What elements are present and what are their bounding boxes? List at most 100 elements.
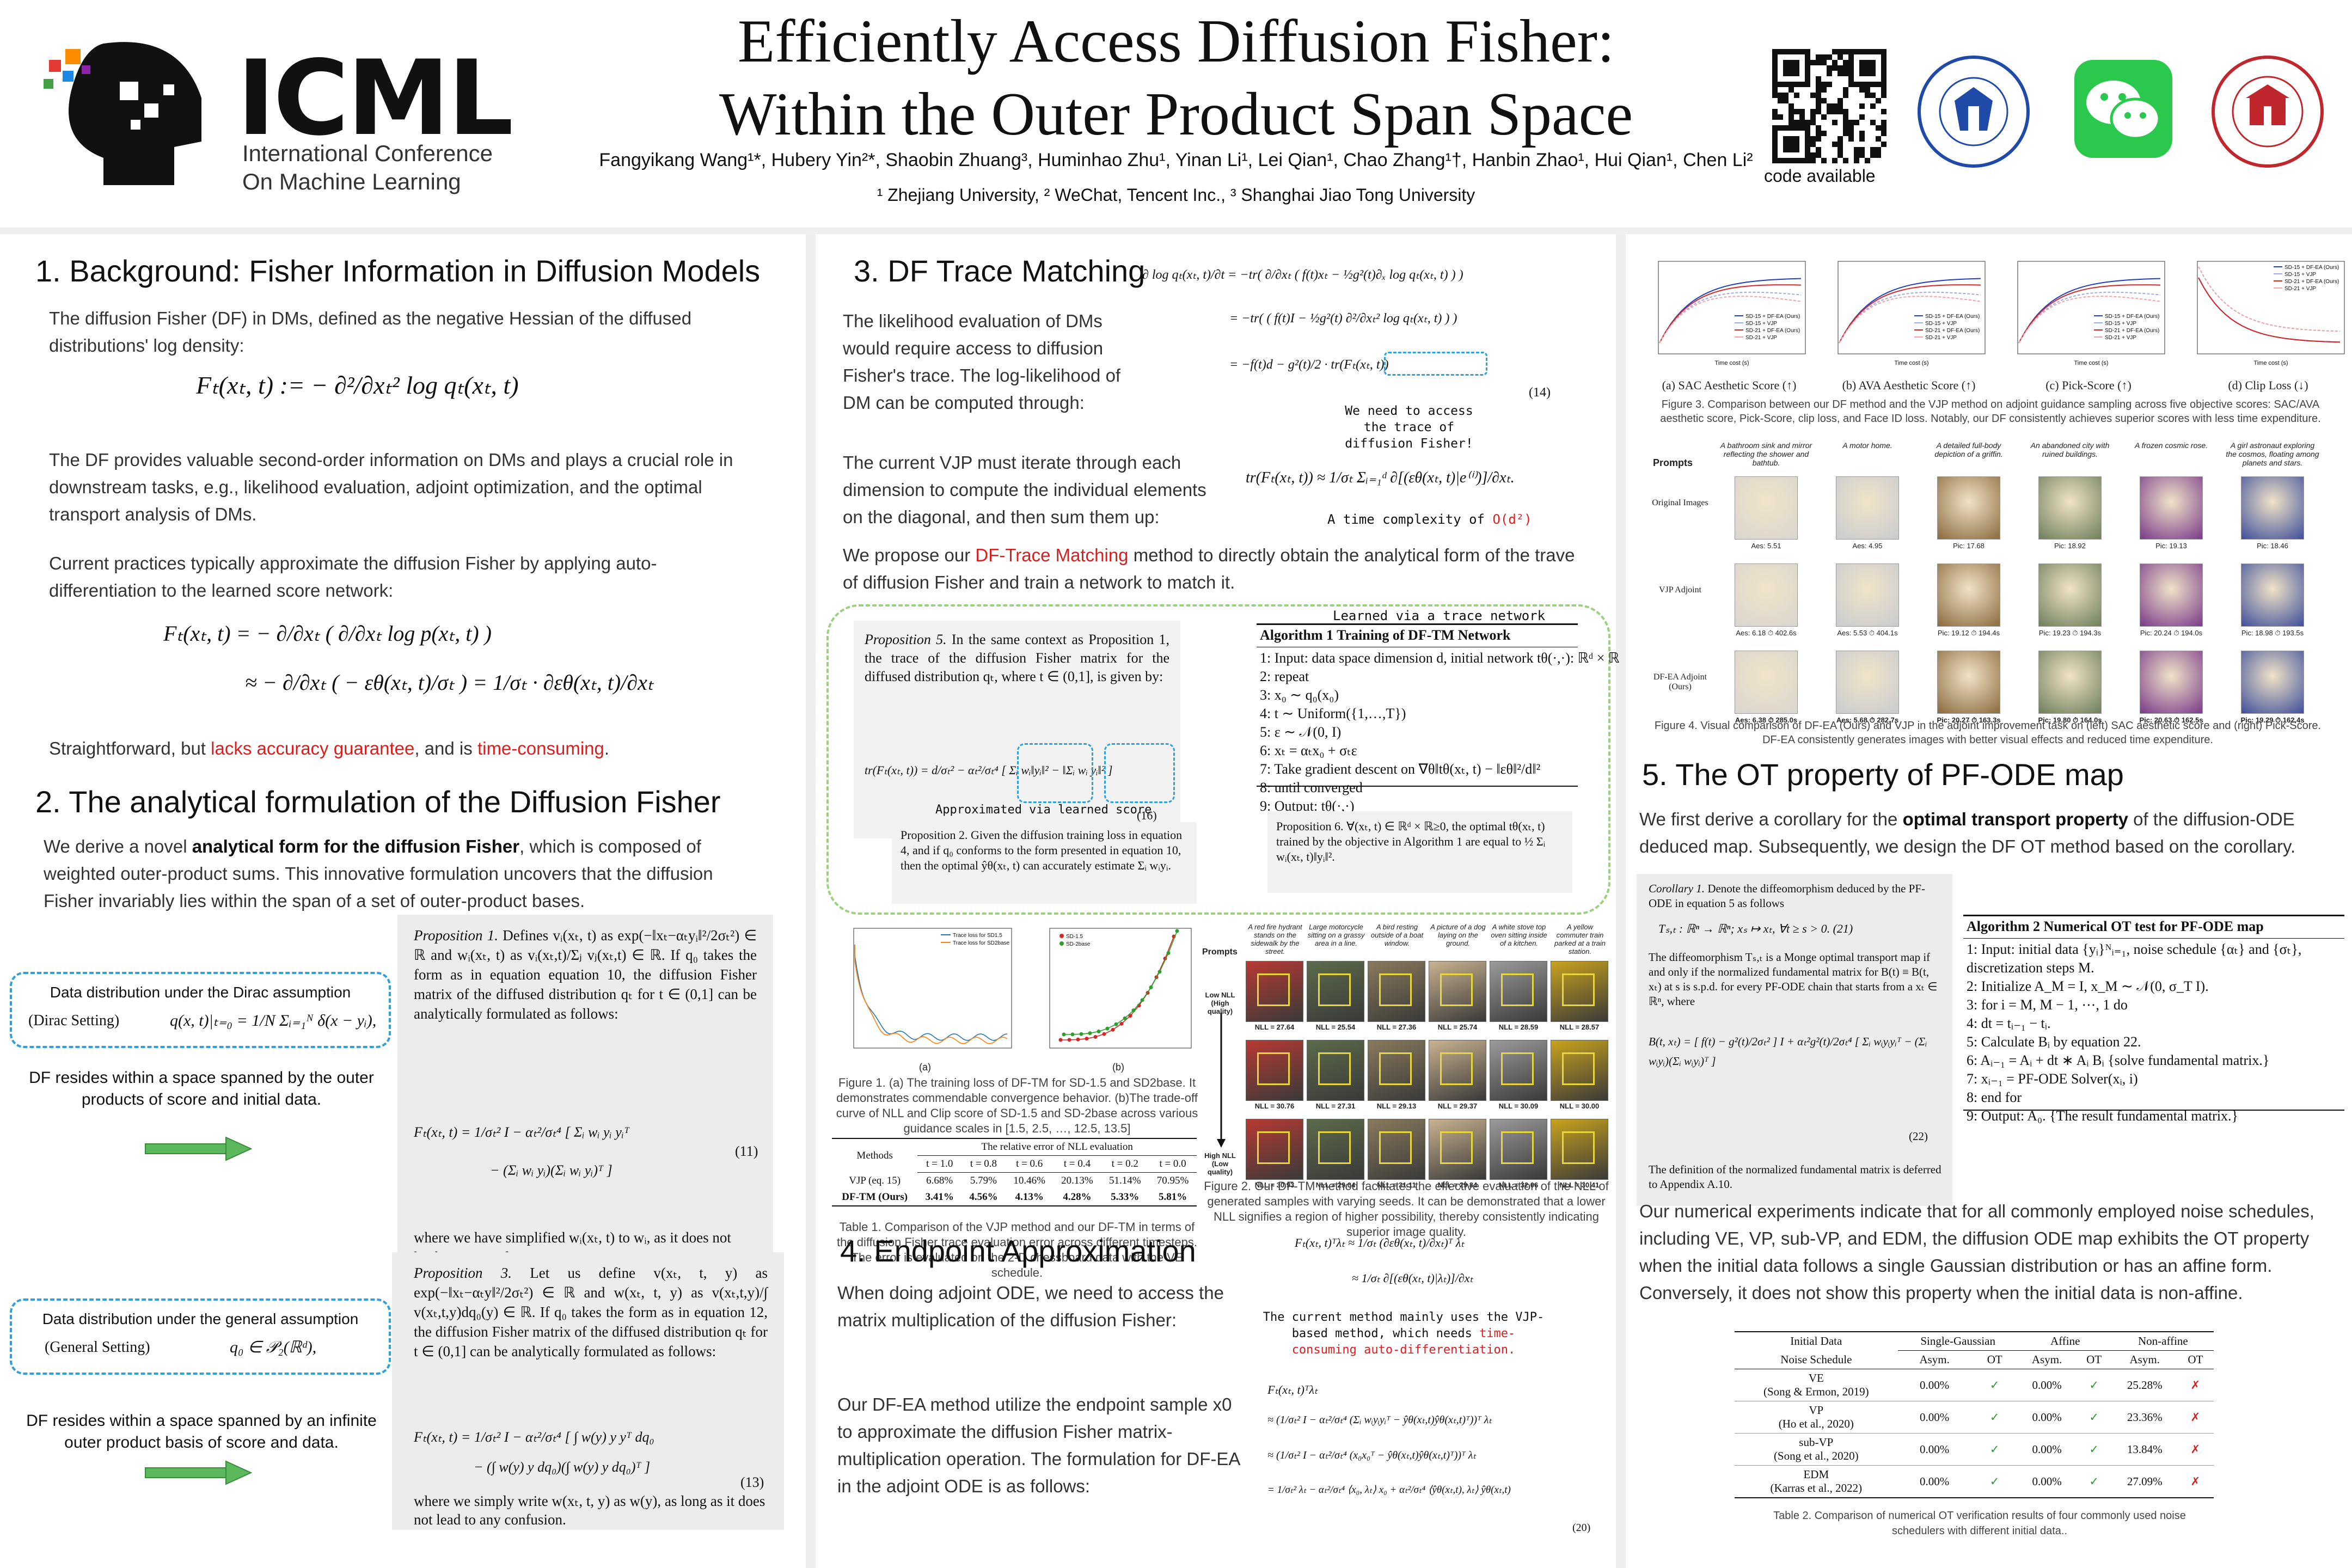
proposition-1-text: Proposition 1. Defines vᵢ(xₜ, t) as exp(… bbox=[414, 926, 757, 1024]
figure-4-score: Pic: 19.23 ⏱ 194.3s bbox=[2038, 629, 2102, 637]
figure-4-score: Pic: 18.92 bbox=[2054, 542, 2086, 550]
table-1-cell: 4.28% bbox=[1063, 1191, 1092, 1203]
icml-logo-text: ICML bbox=[237, 38, 513, 158]
figure-4-score: Pic: 18.98 ⏱ 193.5s bbox=[2241, 629, 2304, 637]
table-2-caption: Table 2. Comparison of numerical OT veri… bbox=[1773, 1510, 2186, 1537]
section-1-paragraph-2: The DF provides valuable second-order in… bbox=[49, 450, 733, 524]
algorithm-line: 3: for i = M, M − 1, ⋯, 1 do bbox=[1967, 997, 2128, 1013]
schedule-name: VE bbox=[1808, 1371, 1824, 1385]
table-1-cell: 6.68% bbox=[926, 1175, 953, 1186]
proposition-6-text: Proposition 6. ∀(xₜ, t) ∈ ℝᵈ × ℝ≥0, the … bbox=[1276, 819, 1546, 863]
figure-3-subchart: Time cost (s) SD-15 + DF-EA (Ours)SD-15 +… bbox=[2197, 261, 2345, 366]
figure-4-prompt: A motor home. bbox=[1842, 441, 1892, 450]
schedule-citation: (Song & Ermon, 2019) bbox=[1763, 1385, 1869, 1398]
figure-3-charts: Time cost (s) SD-15 + DF-EA (Ours) SD-15 +… bbox=[1637, 256, 2345, 403]
figure-4-score: Pic: 19.13 bbox=[2155, 542, 2187, 550]
generated-image bbox=[1937, 564, 2000, 627]
nll-value: NLL = 30.00 bbox=[1559, 1102, 1600, 1110]
corollary-1-head: Corollary 1. bbox=[1649, 882, 1705, 895]
figure-4-image-grid: Prompts A bathroom sink and mirror reflec… bbox=[1647, 441, 2333, 746]
proposition-3-box: Proposition 3. Let us define v(xₜ, t, y)… bbox=[392, 1252, 784, 1530]
table-1-cell: 5.79% bbox=[970, 1175, 997, 1186]
cross-icon: ✗ bbox=[2177, 1465, 2214, 1498]
detection-box bbox=[1379, 1131, 1412, 1164]
ot-property-highlight: optimal transport property bbox=[1902, 809, 2128, 829]
detection-box bbox=[1257, 973, 1290, 1006]
table-2-cell: 0.00% bbox=[2018, 1465, 2076, 1498]
section-5-paragraph-1: We first derive a corollary for the opti… bbox=[1639, 806, 2342, 860]
analytical-form-highlight: analytical form for the diffusion Fisher bbox=[192, 836, 520, 856]
table-1-grid: Methods The relative error of NLL evaluat… bbox=[832, 1138, 1197, 1206]
table-2-cell: 25.28% bbox=[2112, 1369, 2177, 1401]
figure-4-prompt: A girl astronaut exploring the cosmos, f… bbox=[2226, 441, 2319, 467]
legend-label: SD-15 + DF-EA (Ours) bbox=[2284, 265, 2339, 271]
author-list: Fangyikang Wang¹*, Hubery Yin²*, Shaobin… bbox=[599, 150, 1753, 170]
corollary-1-text: Corollary 1. Denote the diffeomorphism d… bbox=[1649, 881, 1943, 911]
section-1-paragraph-4: Straightforward, but lacks accuracy guar… bbox=[49, 735, 757, 762]
schedule-citation: (Karras et al., 2022) bbox=[1770, 1481, 1863, 1494]
figure-3-subchart: Time cost (s) SD-15 + DF-EA (Ours)SD-15 +… bbox=[2017, 261, 2165, 366]
detection-box bbox=[1501, 973, 1534, 1006]
algorithm-line: 2: repeat bbox=[1260, 669, 1309, 684]
figure-4-score: Aes: 6.38 ⏱ 285.0s bbox=[1735, 716, 1798, 724]
section-3-paragraph-3: We propose our DF-Trace Matching method … bbox=[843, 542, 1594, 596]
equation-16: tr(Fₜ(xₜ, t)) = d/σₜ² − αₜ²/σₜ⁴ [ Σᵢ wᵢ‖… bbox=[865, 763, 1113, 777]
header-separator bbox=[0, 228, 2352, 234]
table-1: Methods The relative error of NLL evaluat… bbox=[832, 1138, 1197, 1206]
figure-3-subchart: Time cost (s) SD-15 + DF-EA (Ours)SD-15 +… bbox=[1658, 261, 1806, 366]
df-trace-matching-highlight: DF-Trace Matching bbox=[975, 545, 1129, 565]
schedule-citation: (Song et al., 2020) bbox=[1773, 1449, 1859, 1462]
figure-4-score: Pic: 20.27 ⏱ 163.3s bbox=[1937, 716, 2001, 724]
zhejiang-university-logo bbox=[1918, 56, 2030, 168]
generated-image bbox=[2241, 564, 2304, 627]
general-setting-box: Data distribution under the general assu… bbox=[10, 1298, 391, 1375]
figure-3-subcaption: (b) AVA Aesthetic Score (↑) bbox=[1842, 378, 1976, 392]
table-1-column-header: t = 0.0 bbox=[1149, 1155, 1197, 1173]
algorithm-1-title: Algorithm 1 Training of DF-TM Network bbox=[1260, 627, 1511, 643]
shanghai-jiao-tong-university-logo bbox=[2212, 56, 2324, 168]
generated-image bbox=[1836, 651, 1899, 714]
figure-4-score: Pic: 20.63 ⏱ 162.5s bbox=[2139, 716, 2203, 724]
generated-image bbox=[1490, 961, 1547, 1022]
detection-box bbox=[1501, 1131, 1534, 1164]
table-row: EDM (Karras et al., 2022) 0.00% ✓ 0.00% ✓ 27.0… bbox=[1735, 1465, 2214, 1498]
figure-4-score: Pic: 17.68 bbox=[1953, 542, 1984, 550]
table-2-cell: 0.00% bbox=[1897, 1465, 1971, 1498]
cross-icon: ✗ bbox=[2177, 1369, 2214, 1401]
figure-2-prompt: Large motorcycle sitting on a grassy are… bbox=[1307, 923, 1365, 947]
df-tm-overview-box bbox=[826, 604, 1610, 915]
generated-image bbox=[1735, 564, 1798, 627]
legend-label: SD-15 + DF-EA (Ours) bbox=[2105, 314, 2159, 320]
proposition-2-text: Proposition 2. Given the diffusion train… bbox=[901, 828, 1183, 872]
legend-label: SD-2base bbox=[1066, 941, 1091, 947]
series-line bbox=[2018, 278, 2161, 344]
legend-label: SD-21 + VJP bbox=[2284, 286, 2316, 292]
table-2-group-header: Affine bbox=[2018, 1332, 2112, 1351]
column-1: 1. Background: Fisher Information in Dif… bbox=[0, 234, 806, 1568]
dirac-note: DF resides within a space spanned by the… bbox=[29, 1069, 374, 1108]
proposition-3-note: where we simply write w(xₜ, t, y) as w(y… bbox=[414, 1493, 765, 1528]
generated-image bbox=[2140, 651, 2203, 714]
figure-4-score: Aes: 4.95 bbox=[1852, 542, 1883, 550]
text-span: , which is composed of weighted outer-pr… bbox=[44, 836, 713, 911]
equation-22: B(t, xₜ) = [ f(t) − g²(t)/2σₜ² ] I + αₜ²… bbox=[1649, 1035, 1927, 1068]
tradeoff-point bbox=[1128, 1014, 1132, 1018]
detection-box bbox=[1257, 1052, 1290, 1085]
nll-value: NLL = 28.57 bbox=[1559, 1023, 1600, 1031]
qr-code-icon[interactable] bbox=[1772, 49, 1886, 163]
text-span: Straightforward, but bbox=[49, 738, 211, 758]
figure-2-prompt: A picture of a dog laying on the ground. bbox=[1430, 923, 1486, 947]
legend-label: SD-21 + DF-EA (Ours) bbox=[1745, 328, 1800, 334]
table-row: sub-VP (Song et al., 2020) 0.00% ✓ 0.00% ✓ 13.… bbox=[1735, 1433, 2214, 1466]
proposition-1-body: Defines vᵢ(xₜ, t) as exp(−‖xₜ−αₜyᵢ‖²/2σₜ… bbox=[414, 927, 757, 1022]
corollary-1-note: The definition of the normalized fundame… bbox=[1649, 1163, 1941, 1191]
section-2-paragraph-1: We derive a novel analytical form for th… bbox=[44, 833, 762, 915]
section-4-title: 4. Endpoint Approximation bbox=[840, 1234, 1196, 1268]
table-1-cell: 3.41% bbox=[925, 1191, 954, 1203]
figure-2-caption: Figure 2. Our DF-TM method facilitates t… bbox=[1204, 1179, 1609, 1239]
detection-box bbox=[1318, 973, 1351, 1006]
generated-image bbox=[2140, 564, 2203, 627]
algorithm-2-rule bbox=[1963, 938, 2344, 939]
equation-14-line-3: = −f(t)d − g²(t)/2 · tr(Fₜ(xₜ, t)) bbox=[1229, 358, 1389, 372]
